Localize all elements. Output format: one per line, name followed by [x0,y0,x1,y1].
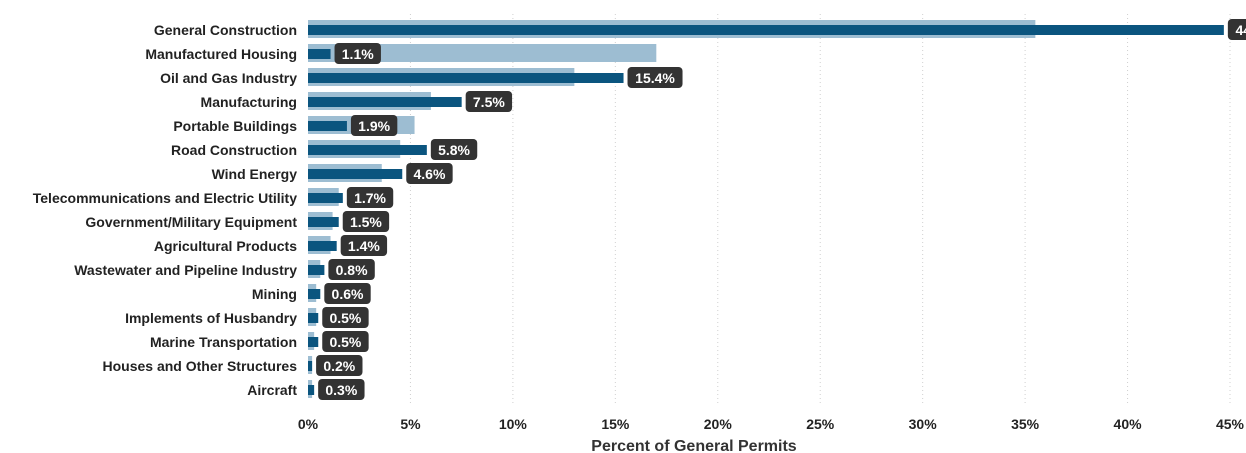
data-label-text: 1.9% [358,118,390,134]
bar-front [308,313,319,323]
data-label-bg [340,235,388,256]
data-label: 7.5% [465,91,513,112]
bar-front [308,73,624,83]
data-label-text: 0.8% [336,262,368,278]
data-label-text: 44.7% [1236,22,1246,38]
x-tick-label: 45% [1216,416,1245,432]
data-label: 4.6% [406,163,453,184]
data-label-text: 5.8% [438,142,470,158]
data-label: 0.2% [316,355,363,376]
data-label-bg [350,115,398,136]
bar-front [308,145,427,155]
data-label: 0.5% [322,331,369,352]
category-label: Wind Energy [212,166,298,182]
data-label-bg [406,163,453,184]
data-label-text: 1.7% [354,190,386,206]
data-label-text: 0.6% [332,286,364,302]
x-tick-label: 15% [601,416,630,432]
category-label: Mining [252,286,297,302]
x-tick-label: 10% [499,416,528,432]
bar-front [308,217,339,227]
data-label-text: 4.6% [413,166,445,182]
data-label-text: 0.2% [323,358,355,374]
data-label: 1.9% [350,115,398,136]
data-label-bg [322,331,369,352]
x-tick-label: 25% [806,416,835,432]
data-label-bg [316,355,363,376]
bar-front [308,265,325,275]
data-label: 5.8% [430,139,478,160]
data-label-text: 1.4% [348,238,380,254]
data-label: 0.5% [322,307,369,328]
data-label-text: 1.5% [350,214,382,230]
category-label: General Construction [154,22,297,38]
category-label: Marine Transportation [150,334,297,350]
data-label-text: 7.5% [473,94,505,110]
data-label-bg [334,43,381,64]
x-axis-title: Percent of General Permits [591,438,797,453]
data-label: 1.7% [346,187,394,208]
bar-front [308,49,331,59]
category-label: Government/Military Equipment [85,214,297,230]
data-label-bg [346,187,394,208]
data-label: 1.5% [342,211,390,232]
bar-front [308,289,321,299]
category-label: Houses and Other Structures [103,358,298,374]
bar-front [308,337,319,347]
data-label: 1.4% [340,235,388,256]
category-label: Road Construction [171,142,297,158]
data-label: 44.7% [1227,19,1246,40]
bar-front [308,25,1224,35]
data-label: 0.8% [328,259,375,280]
bar-front [308,241,337,251]
data-label-text: 0.5% [329,310,361,326]
category-label: Aircraft [247,382,297,398]
bar-front [308,361,313,371]
bars: 44.7% 1.1% 15.4% 7.5% 1.9% 5.8% 4.6% 1.7% 1.5% 1.… [308,19,1246,400]
x-tick-labels: 0% 5% 10% 15% 20% 25% 30% 35% 40% 45% [298,416,1245,432]
data-label-text: 0.3% [325,382,357,398]
data-label: 0.6% [324,283,371,304]
data-label-bg [318,379,365,400]
x-tick-label: 5% [400,416,421,432]
data-label-bg [328,259,375,280]
category-label: Telecommunications and Electric Utility [33,190,297,206]
x-tick-label: 0% [298,416,319,432]
data-label-bg [465,91,513,112]
x-tick-label: 40% [1114,416,1143,432]
data-label: 1.1% [334,43,381,64]
data-label: 15.4% [627,67,683,88]
data-label: 0.3% [318,379,365,400]
data-label-text: 0.5% [329,334,361,350]
data-label-text: 15.4% [635,70,675,86]
bar-front [308,169,403,179]
category-labels: General Construction Manufactured Housing… [33,22,298,398]
bar-front [308,193,343,203]
category-label: Implements of Husbandry [125,310,297,326]
x-tick-label: 35% [1011,416,1040,432]
category-label: Manufactured Housing [145,46,297,62]
data-label-bg [1227,19,1246,40]
category-label: Oil and Gas Industry [160,70,297,86]
x-tick-label: 20% [704,416,733,432]
bar-front [308,97,462,107]
category-label: Portable Buildings [173,118,297,134]
bar-front [308,385,315,395]
category-label: Manufacturing [201,94,297,110]
x-tick-label: 30% [909,416,938,432]
bar-front [308,121,347,131]
data-label-bg [324,283,371,304]
data-label-bg [627,67,683,88]
bar-back [308,44,657,62]
category-label: Wastewater and Pipeline Industry [74,262,297,278]
data-label-bg [322,307,369,328]
data-label-bg [430,139,478,160]
category-label: Agricultural Products [154,238,297,254]
data-label-bg [342,211,390,232]
data-label-text: 1.1% [342,46,374,62]
